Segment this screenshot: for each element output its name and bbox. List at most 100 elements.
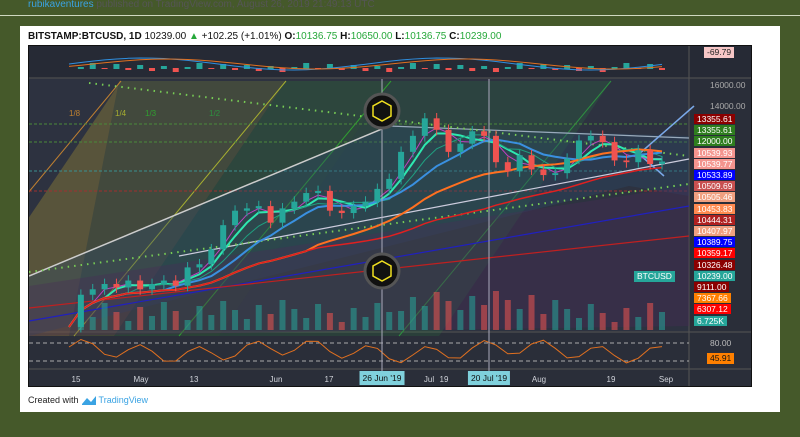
time-tick: 19 xyxy=(439,375,449,384)
macd-histogram-bar xyxy=(469,68,476,71)
candle xyxy=(101,284,108,290)
last-price: 10239.00 xyxy=(144,31,187,42)
fan-label: 1/4 xyxy=(115,109,127,118)
macd-histogram-bar xyxy=(611,67,618,69)
macd-histogram-bar xyxy=(220,64,227,69)
time-badge-1: 26 Jun '19 xyxy=(359,371,405,385)
rsi-line xyxy=(68,338,663,364)
rsi-value: 45.91 xyxy=(707,353,735,364)
macd-histogram-bar xyxy=(125,68,132,70)
close-value: 10239.00 xyxy=(459,31,502,42)
volume-bar xyxy=(101,303,108,330)
volume-bar xyxy=(409,297,416,330)
l-label: L: xyxy=(395,31,405,42)
candle xyxy=(137,280,144,290)
candle xyxy=(184,267,191,286)
publish-line: rubikaventures published on TradingView.… xyxy=(28,0,375,10)
price-label: 10539.77 xyxy=(694,158,736,169)
macd-histogram-bar xyxy=(457,65,464,69)
fan-label: 1/3 xyxy=(145,109,157,118)
time-tick: 15 xyxy=(71,375,81,384)
candle xyxy=(635,150,642,163)
volume-bar xyxy=(184,320,191,330)
trendline xyxy=(29,125,390,277)
macd-histogram-bar xyxy=(303,63,310,69)
projection-arrow xyxy=(638,105,695,155)
candle xyxy=(398,151,405,179)
macd-histogram-bar xyxy=(184,67,191,69)
macd-histogram-bar xyxy=(445,68,452,70)
time-tick: Sep xyxy=(658,375,674,384)
candle xyxy=(386,178,393,189)
dotted-trendline xyxy=(29,183,690,273)
moving-average-line xyxy=(68,166,663,328)
price-label: 10444.31 xyxy=(694,214,736,225)
rsi-pane xyxy=(29,333,689,369)
candle xyxy=(374,188,381,202)
channel-zone xyxy=(29,126,689,336)
macd-histogram-bar xyxy=(659,68,665,70)
volume-bar xyxy=(208,315,215,330)
macd-histogram-bar xyxy=(516,63,523,69)
volume-bar xyxy=(552,300,559,330)
price-label: 10407.97 xyxy=(694,226,736,236)
volume-bar xyxy=(469,296,476,330)
volume-bar xyxy=(160,302,167,330)
candle xyxy=(552,173,559,176)
channel-zone xyxy=(29,186,689,336)
volume-bar xyxy=(575,318,582,330)
candle xyxy=(421,118,428,136)
volume-bar xyxy=(659,312,665,330)
macd-pane xyxy=(29,46,751,78)
candle xyxy=(575,140,582,159)
volume-bar xyxy=(303,318,310,330)
footer: Created with TradingView xyxy=(28,395,148,405)
candle xyxy=(457,143,464,152)
macd-histogram-bar xyxy=(255,68,262,71)
volume-bar xyxy=(326,313,333,330)
h-label: H: xyxy=(340,31,351,42)
volume-bar xyxy=(540,314,547,330)
volume-bar xyxy=(564,309,571,330)
macd-histogram-bar xyxy=(647,64,654,69)
price-label: 12000.00 xyxy=(694,136,736,147)
volume-bar xyxy=(196,306,203,330)
volume-bar xyxy=(113,312,120,330)
price-label: 10239.00 xyxy=(694,270,736,281)
gann-fan-zone xyxy=(114,81,391,336)
o-label: O: xyxy=(284,31,296,42)
fan-label: 1/2 xyxy=(209,109,221,118)
tradingview-link[interactable]: TradingView xyxy=(98,395,149,405)
candle xyxy=(113,284,120,288)
candle xyxy=(243,208,250,211)
volume-bar xyxy=(89,317,96,330)
macd-histogram-bar xyxy=(552,68,559,70)
chart-canvas[interactable]: 1/8 1/4 1/3 1/2 xyxy=(29,46,751,386)
macd-histogram-bar xyxy=(196,63,203,69)
change: +102.25 (+1.01%) xyxy=(201,31,282,42)
macd-histogram-bar xyxy=(481,66,488,69)
time-tick: 19 xyxy=(606,375,616,384)
symbol: BITSTAMP:BTCUSD, 1D xyxy=(28,31,142,42)
low-value: 10136.75 xyxy=(404,31,447,42)
volume-bar xyxy=(386,312,393,330)
chart[interactable]: 1/8 1/4 1/3 1/2 13355.61 13355.61 12000.00 105… xyxy=(28,45,752,387)
volume-bar xyxy=(77,308,84,330)
price-label: 10539.93 xyxy=(694,147,736,158)
time-tick: 17 xyxy=(324,375,334,384)
candle xyxy=(469,131,476,144)
candle xyxy=(587,135,594,141)
volume-bar xyxy=(291,309,298,330)
candle xyxy=(267,206,274,223)
macd-histogram-bar xyxy=(540,64,547,69)
candle xyxy=(516,155,523,172)
candle xyxy=(433,118,440,130)
time-tick: Aug xyxy=(531,375,547,384)
publisher-link[interactable]: rubikaventures xyxy=(28,0,94,10)
candle xyxy=(528,155,535,170)
volume-bar xyxy=(481,305,488,330)
candle xyxy=(445,129,452,152)
candle xyxy=(564,158,571,174)
price-label: 10389.75 xyxy=(694,237,736,248)
candle xyxy=(89,289,96,295)
